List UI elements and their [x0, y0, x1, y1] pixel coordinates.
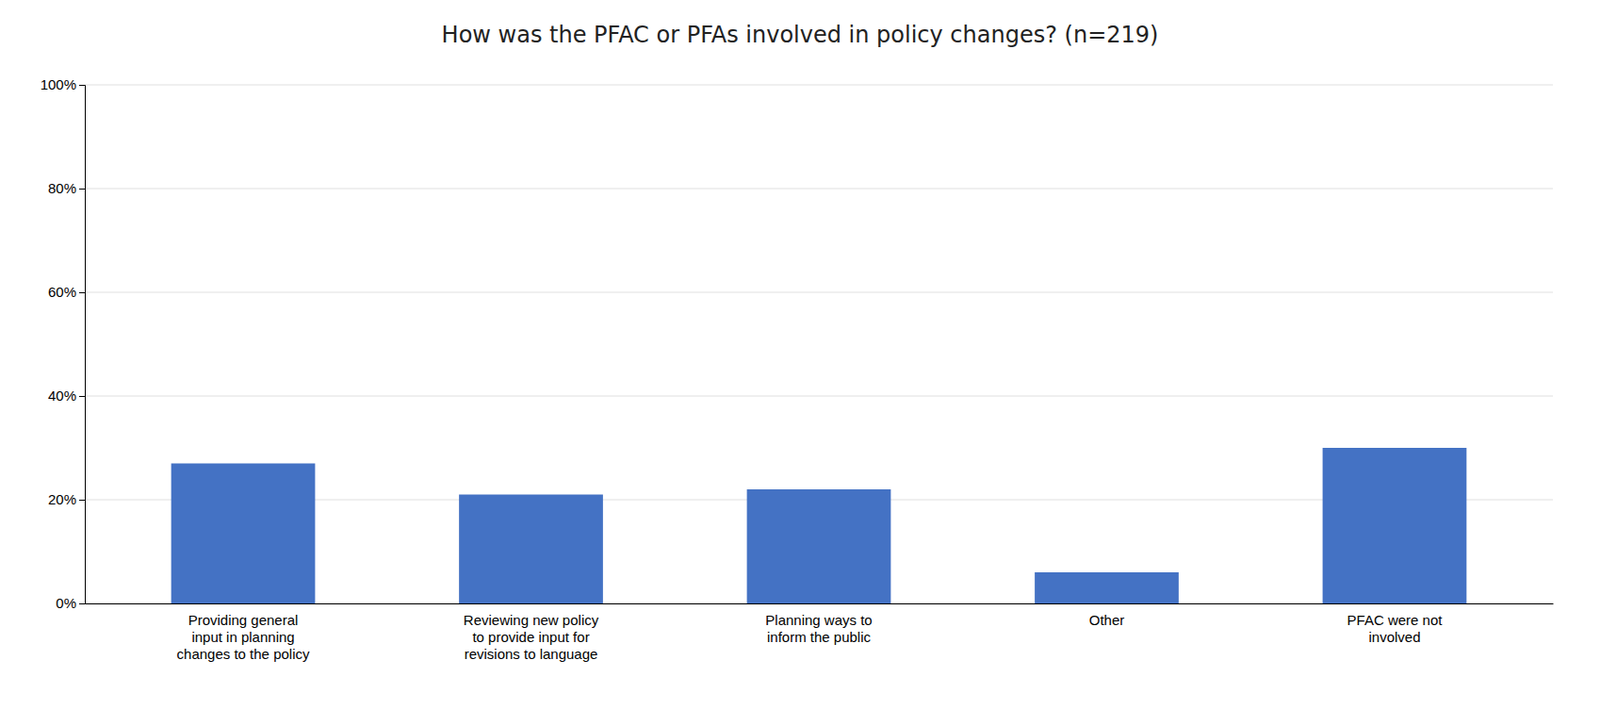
bar — [747, 489, 892, 604]
x-tick-label-line: Planning ways to — [765, 611, 872, 628]
x-tick-label: Providing generalinput in planningchange… — [177, 611, 311, 662]
y-tick-label: 20% — [48, 490, 77, 507]
x-tick-label-line: Providing general — [188, 611, 299, 628]
x-tick: PFAC were notinvolved — [1347, 611, 1444, 645]
y-tick: 60% — [48, 283, 85, 300]
x-tick: Providing generalinput in planningchange… — [177, 611, 311, 662]
x-tick: Reviewing new policyto provide input for… — [463, 611, 600, 662]
y-tick-mark — [79, 499, 85, 501]
y-tick-mark — [79, 188, 85, 190]
x-tick: Planning ways toinform the public — [765, 611, 872, 645]
y-tick-mark — [79, 84, 85, 86]
y-tick: 0% — [55, 594, 85, 611]
x-tick-label-line: Other — [1089, 611, 1126, 628]
x-axis: Providing generalinput in planningchange… — [85, 604, 1554, 662]
x-tick: Other — [1089, 611, 1126, 628]
x-tick-label-line: involved — [1368, 628, 1421, 645]
x-tick-label: Planning ways toinform the public — [765, 611, 872, 645]
grid-line — [84, 188, 1553, 190]
y-tick: 80% — [48, 179, 85, 196]
y-tick-label: 100% — [40, 76, 77, 93]
x-tick-label-line: input in planning — [191, 628, 294, 645]
grid-line — [84, 395, 1553, 397]
y-tick-mark — [79, 292, 85, 294]
x-tick-label-line: Reviewing new policy — [463, 611, 600, 628]
y-tick-label: 60% — [48, 283, 77, 300]
y-tick: 20% — [48, 490, 85, 507]
y-tick-label: 80% — [48, 179, 77, 196]
y-axis: 0% 20% 40% 60% 80% 100% — [40, 76, 86, 611]
bar — [1322, 447, 1468, 604]
grid-line — [84, 292, 1553, 294]
bar — [1034, 571, 1179, 604]
x-tick-label-line: changes to the policy — [177, 645, 311, 662]
y-axis-line — [79, 85, 86, 605]
x-tick-label-line: inform the public — [767, 628, 872, 645]
y-tick: 40% — [48, 387, 85, 404]
title: How was the PFAC or PFAs involved in pol… — [441, 21, 1160, 49]
chart: How was the PFAC or PFAs involved in pol… — [0, 0, 1600, 726]
x-tick-label-line: to provide input for — [472, 628, 589, 645]
y-tick-mark — [79, 603, 85, 605]
x-tick-label-line: revisions to language — [464, 645, 599, 662]
y-tick-label: 40% — [48, 387, 77, 404]
plot: 0% 20% 40% 60% 80% 100% Providing generalinput… — [40, 76, 1554, 661]
bar — [458, 494, 604, 605]
x-axis-line — [85, 603, 1554, 605]
bars — [171, 447, 1468, 604]
x-tick-label: Other — [1089, 611, 1126, 628]
grid-line — [84, 84, 1553, 86]
x-tick-label: Reviewing new policyto provide input for… — [463, 611, 600, 662]
bar — [171, 463, 316, 605]
y-tick-label: 0% — [55, 594, 77, 611]
x-tick-label: PFAC were notinvolved — [1347, 611, 1444, 645]
y-tick: 100% — [40, 76, 85, 93]
y-tick-mark — [79, 395, 85, 397]
x-tick-label-line: PFAC were not — [1347, 611, 1444, 628]
grid — [84, 84, 1553, 604]
